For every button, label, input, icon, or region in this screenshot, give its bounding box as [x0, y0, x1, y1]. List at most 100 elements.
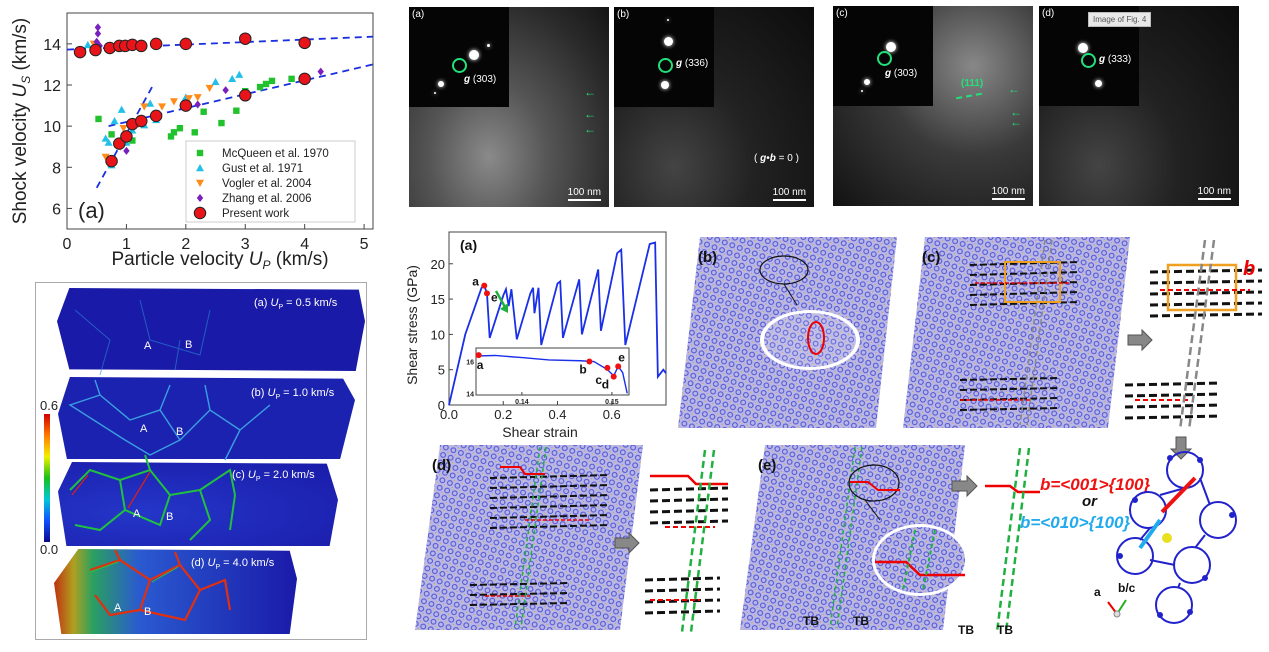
y-axis-label: Shear stress (GPa)	[404, 265, 420, 385]
legend-marker	[196, 164, 204, 172]
data-point	[233, 107, 240, 114]
marked-point	[483, 290, 490, 297]
data-point	[135, 39, 148, 53]
inset-marked-point-label: b	[579, 363, 586, 377]
green-arrow-icon: ←	[584, 107, 596, 121]
inset-marked-point	[615, 363, 622, 370]
y-tick-label: 15	[431, 292, 445, 307]
axis-bc-label: b/c	[1118, 581, 1136, 595]
data-point	[94, 29, 102, 38]
region-ellipse	[848, 464, 900, 502]
data-point	[268, 77, 276, 85]
panel-label: (c)	[922, 249, 940, 266]
data-point	[123, 146, 130, 155]
plane-label: (111)	[961, 78, 984, 89]
data-point	[218, 119, 225, 127]
legend-marker	[196, 179, 204, 187]
grain-panel-b-caption: (b) UP = 1.0 km/s	[251, 387, 335, 402]
data-point	[211, 77, 220, 86]
axis-triad-icon	[1107, 599, 1127, 618]
stress-strain-curve	[448, 241, 667, 406]
data-point	[239, 32, 252, 45]
data-point	[179, 37, 193, 51]
grain-panel-c-caption: (c) UP = 2.0 km/s	[232, 469, 315, 484]
marked-point-label: e	[491, 290, 498, 304]
inset-marked-point	[586, 358, 593, 365]
twin-boundary-label: TB	[997, 623, 1013, 637]
legend-marker	[196, 194, 204, 202]
tem-image-c: g (303) (c) (111) ← ← ← 100 nm	[833, 6, 1033, 206]
data-point	[298, 72, 311, 86]
tem-image-b: g (336) (b) ( g•b = 0 ) 100 nm	[614, 7, 814, 207]
marked-point-label: a	[472, 275, 479, 289]
data-point	[256, 83, 264, 91]
panel-label: (b)	[698, 249, 717, 266]
grain-a-marker: A	[133, 508, 141, 520]
legend-label: McQueen et al. 1970	[222, 148, 329, 160]
panel-label: (a)	[78, 198, 105, 223]
x-tick-label: 5	[360, 236, 369, 253]
y-tick-label: 5	[438, 363, 445, 378]
legend-label: Present work	[222, 208, 289, 220]
legend-box	[185, 140, 356, 223]
legend-label: Zhang et al. 2006	[222, 193, 312, 205]
x-axis-label: Particle velocity UP (km/s)	[111, 249, 328, 272]
inset-x-tick-label: 0.15	[605, 399, 619, 406]
inset-x-tick-label: 0.14	[515, 399, 529, 406]
twin-boundary-label: TB	[958, 623, 974, 637]
data-point	[228, 74, 237, 83]
data-point	[140, 103, 149, 111]
panel-label: (b)	[617, 9, 630, 20]
grain-a-marker: A	[144, 340, 152, 352]
scale-bar: 100 nm	[567, 187, 601, 201]
data-point	[89, 43, 102, 57]
x-tick-label: 0.4	[548, 407, 566, 422]
burgers-vector-label: b	[1243, 258, 1255, 280]
legend-label: Vogler et al. 2004	[222, 178, 312, 190]
right-arrow-icon	[1127, 328, 1153, 352]
or-label: or	[1082, 493, 1098, 510]
data-point	[262, 80, 270, 88]
defect-ellipse	[807, 321, 825, 355]
data-point	[205, 84, 214, 93]
scale-bar: 100 nm	[991, 186, 1025, 200]
g-vector-circle-icon	[877, 51, 892, 66]
g-vector-circle-icon	[658, 58, 673, 73]
data-point	[169, 98, 178, 106]
marked-point	[481, 282, 488, 289]
data-point	[73, 45, 87, 59]
inset-marked-point-label: a	[477, 358, 484, 372]
scale-bar: 100 nm	[772, 187, 806, 201]
data-point	[110, 117, 119, 125]
green-arrow-icon: ←	[1008, 82, 1020, 96]
grain-slab-d	[54, 549, 297, 634]
inset-y-tick-label: 14	[466, 391, 474, 398]
grain-b-marker: B	[176, 426, 184, 438]
legend-marker	[196, 149, 204, 157]
x-tick-label: 1	[122, 236, 131, 253]
x-axis-label: Shear strain	[502, 424, 577, 440]
data-point	[317, 67, 324, 76]
x-tick-label: 0	[63, 236, 72, 253]
data-point	[119, 125, 128, 133]
data-point	[194, 100, 201, 109]
data-point	[176, 125, 184, 132]
grain-a-marker: A	[114, 602, 122, 614]
x-tick-label: 0.2	[494, 407, 512, 422]
data-point	[191, 129, 198, 136]
data-point	[146, 99, 155, 107]
data-point	[95, 115, 102, 123]
x-tick-label: 0.6	[603, 407, 621, 422]
data-point	[184, 95, 193, 103]
grain-boundaries	[68, 299, 271, 622]
y-tick-label: 10	[43, 119, 61, 136]
y-tick-label: 0	[438, 398, 445, 413]
grain-b-marker: B	[185, 339, 193, 351]
green-arrow-icon: ←	[584, 122, 596, 136]
data-point	[235, 70, 244, 78]
data-point	[108, 131, 115, 138]
data-point	[101, 153, 110, 161]
